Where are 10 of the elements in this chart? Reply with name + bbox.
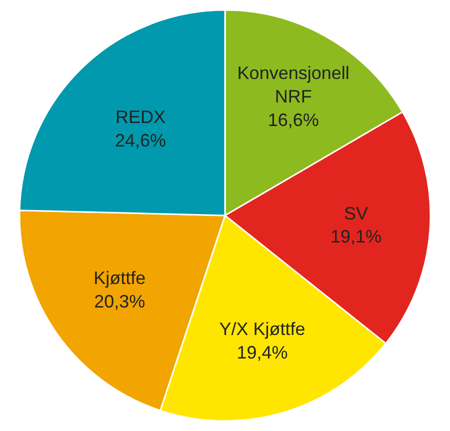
slice-label: REDX (116, 107, 166, 128)
slice-label: Konvensjonell NRF (237, 63, 350, 107)
data-label: 19,1% (330, 226, 382, 247)
data-label: 19,4% (236, 342, 288, 362)
data-label: 16,6% (268, 110, 319, 130)
slice-label: Kjøttfe (94, 268, 146, 288)
data-label: 20,3% (94, 291, 146, 312)
slice-label: SV (344, 203, 368, 224)
slice-label: Y/X Kjøttfe (219, 319, 306, 340)
data-label: 24,6% (114, 130, 166, 151)
